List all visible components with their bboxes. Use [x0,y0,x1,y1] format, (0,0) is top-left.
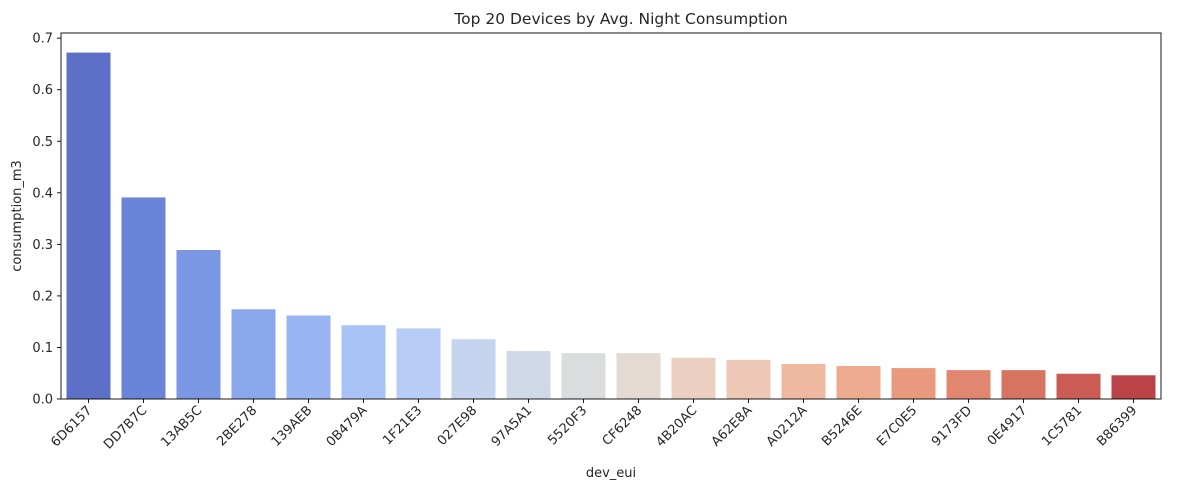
bar-0B479A [341,325,386,399]
x-tick-label: 1F21E3 [380,403,425,448]
bar-A62E8A [726,359,771,399]
y-tick-label: 0.4 [32,186,53,201]
x-tick-label: 97A5A1 [489,403,536,450]
bar-13AB5C [176,250,221,399]
x-tick-label: 4B20AC [653,403,700,450]
x-tick-label: 9173FD [929,403,975,449]
y-tick-label: 0.3 [32,238,53,253]
bar-4B20AC [671,357,716,399]
y-tick-label: 0.7 [32,32,53,47]
x-tick-label: 6D6157 [48,403,95,450]
bar-A0212A [781,363,826,399]
y-tick-label: 0.6 [32,83,53,98]
y-axis-ticks: 0.0 0.1 0.2 0.3 0.4 0.5 0.6 0.7 [32,32,61,408]
x-tick-label: 13AB5C [158,403,205,450]
plot-frame [60,32,1162,400]
x-tick-label: 0B479A [324,403,371,450]
y-tick-label: 0.5 [32,135,53,150]
bar-0E4917 [1001,370,1046,399]
bar-139AEB [286,315,331,399]
bar-B86399 [1111,375,1156,399]
x-tick-label: A62E8A [709,403,756,450]
x-tick-label: 1C5781 [1039,403,1085,449]
bar-6D6157 [66,52,111,400]
y-tick-label: 0.0 [32,393,53,408]
bar-DD7B7C [121,197,166,399]
x-tick-label: DD7B7C [101,403,150,452]
x-tick-label: 139AEB [269,403,316,450]
bar-1C5781 [1056,373,1101,399]
bar-CF6248 [616,353,661,399]
x-tick-label: E7C0E5 [874,403,920,449]
x-tick-label: 0E4917 [985,403,1031,449]
chart-title: Top 20 Devices by Avg. Night Consumption [453,10,787,28]
x-tick-label: CF6248 [600,403,646,449]
y-tick-label: 0.1 [32,341,53,356]
x-tick-label: 5520F3 [545,403,590,448]
bar-5520F3 [561,353,606,399]
y-tick-label: 0.2 [32,289,53,304]
bars-group [66,52,1156,400]
bar-97A5A1 [506,351,551,399]
bar-B5246E [836,366,881,399]
x-tick-label: B5246E [819,403,865,449]
x-tick-label: 2BE278 [214,403,260,449]
bar-1F21E3 [396,328,441,399]
x-axis-ticks: 6D6157 DD7B7C 13AB5C 2BE278 139AEB 0B479A 1F21… [48,399,1140,452]
bar-027E98 [451,339,496,399]
x-tick-label: B86399 [1094,403,1140,449]
x-tick-label: A0212A [764,403,811,450]
y-axis-label: consumption_m3 [10,160,25,272]
bar-2BE278 [231,309,276,399]
x-axis-label: dev_eui [586,466,636,481]
bar-9173FD [946,370,991,399]
bar-E7C0E5 [891,368,936,399]
x-tick-label: 027E98 [435,403,481,449]
